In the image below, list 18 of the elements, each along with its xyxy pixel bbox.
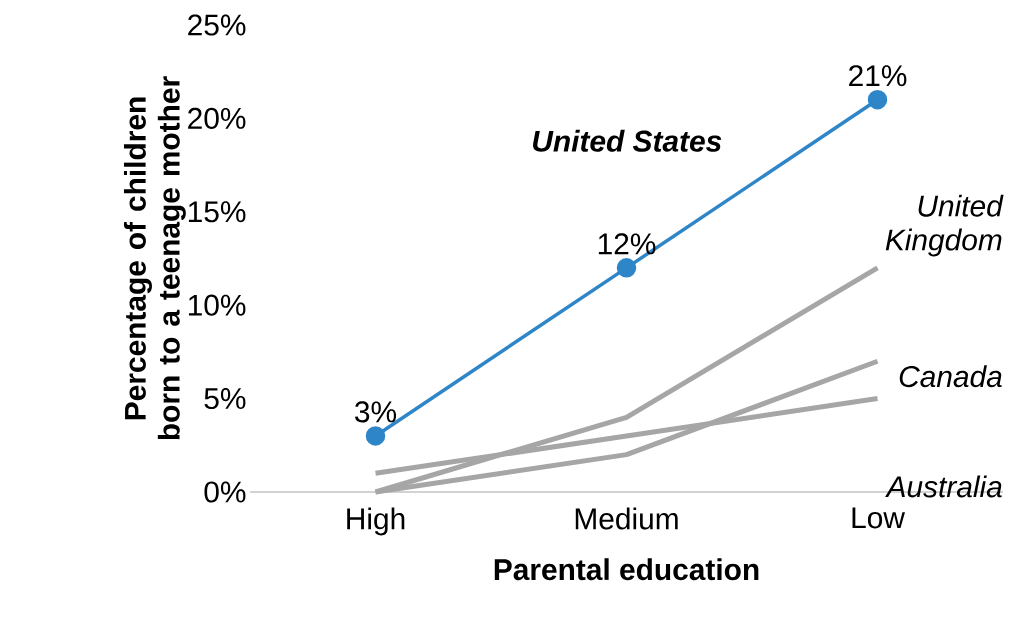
y-tick-label: 20% — [188, 107, 246, 129]
x-tick-label: Medium — [575, 507, 678, 530]
series-label: United States — [533, 129, 722, 152]
y-axis-title: Percentage of children born to a teenage mother — [123, 76, 186, 440]
data-label: 21% — [849, 65, 907, 87]
series-label: United Kingdom — [885, 194, 1004, 257]
x-tick-label: High — [347, 507, 405, 536]
data-label: 3% — [355, 401, 397, 423]
y-tick-label: 15% — [188, 201, 246, 223]
x-axis-title: Parental education — [494, 558, 759, 581]
data-label: 12% — [598, 233, 656, 255]
y-tick-label: 25% — [188, 14, 246, 36]
y-tick-label: 0% — [204, 481, 246, 503]
text: Australia — [885, 475, 1002, 498]
y-tick-label: 5% — [204, 388, 246, 410]
series-label: Canada — [899, 365, 1002, 388]
x-tick-label: Low — [852, 507, 905, 529]
y-tick-label: 10% — [188, 294, 246, 316]
